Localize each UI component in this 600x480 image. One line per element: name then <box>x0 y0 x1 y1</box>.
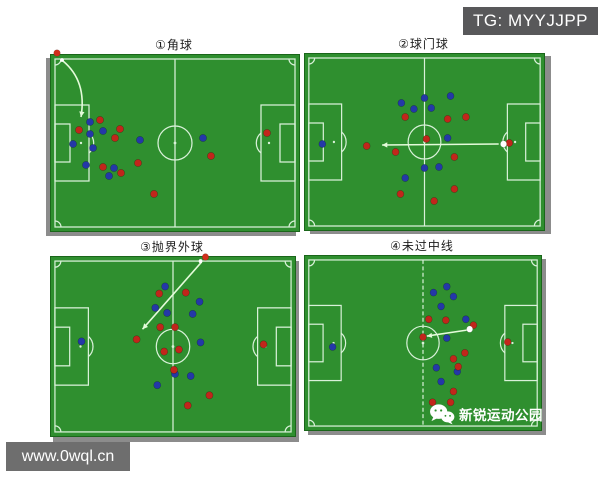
field-title-midline: ④未过中线 <box>390 239 454 253</box>
soccer-pitch-diagram-midline <box>304 255 542 431</box>
field-panel-corner-kick: ①角球 <box>50 38 300 232</box>
field-panel-goal-kick: ②球门球 <box>304 37 545 231</box>
field-title-corner-kick: ①角球 <box>155 38 193 52</box>
tg-watermark: TG: MYYJJPP <box>463 7 598 35</box>
field-title-goal-kick: ②球门球 <box>398 37 449 51</box>
field-title-throw-in: ③抛界外球 <box>140 240 204 254</box>
wechat-watermark-label: 新锐运动公园 <box>459 408 543 424</box>
site-watermark: www.0wql.cn <box>6 442 130 471</box>
soccer-pitch-diagram-goal-kick <box>304 53 545 231</box>
wechat-icon <box>430 404 455 425</box>
wechat-watermark: 新锐运动公园 <box>429 403 543 425</box>
soccer-pitch-diagram-throw-in <box>50 253 296 437</box>
field-panel-midline: ④未过中线 <box>304 239 542 431</box>
field-panel-throw-in: ③抛界外球 <box>50 240 296 437</box>
soccer-pitch-diagram-corner-kick <box>50 49 300 232</box>
